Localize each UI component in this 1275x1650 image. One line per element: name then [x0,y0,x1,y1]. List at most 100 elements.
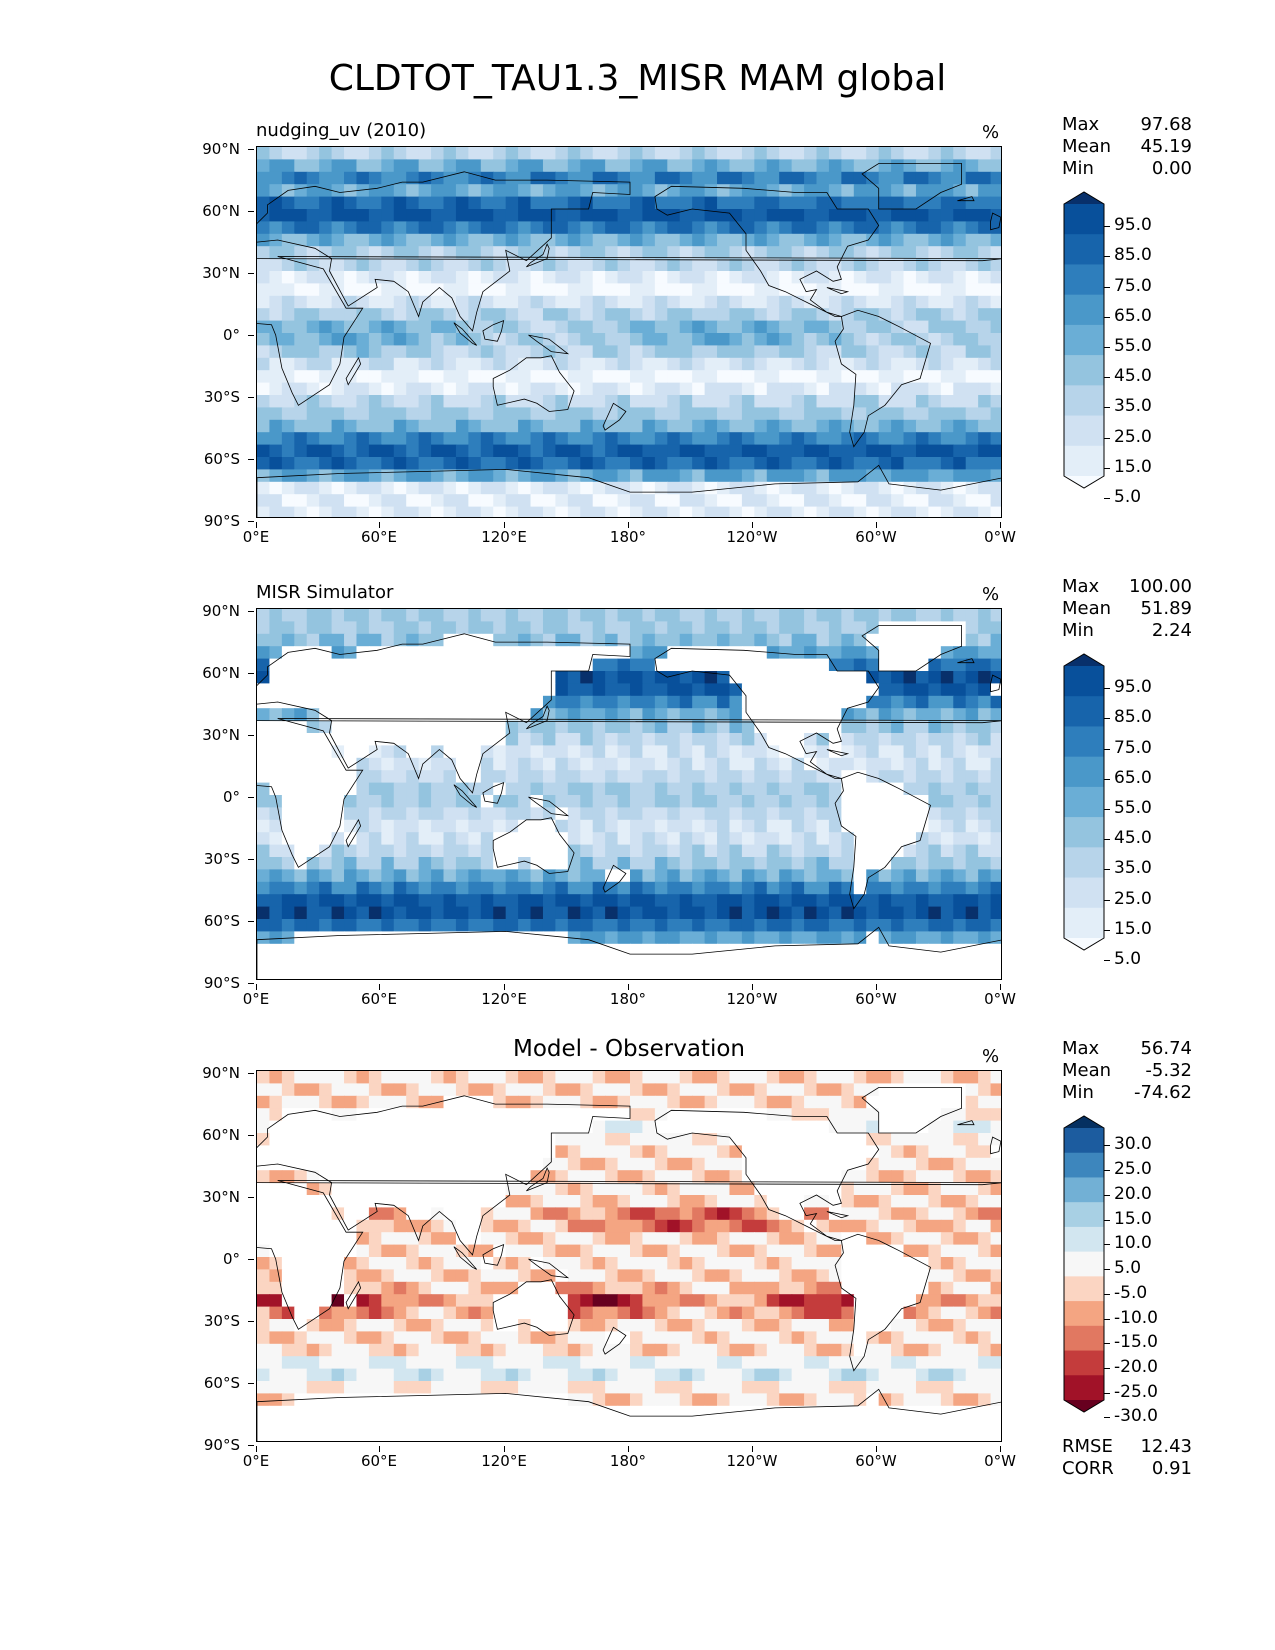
colorbar-tick-label: 20.0 [1104,1183,1152,1204]
colorbar-block: 95.0 85.0 75.0 65.0 55.0 45.0 35.0 25.0 15.0 5.0 [1062,652,1162,969]
x-tick-label: 0°E [216,984,296,1008]
coastline [990,1136,1001,1155]
panel-title: nudging_uv (2010) [256,120,427,141]
coastline [257,171,631,332]
stat-label: Max [1062,576,1100,597]
y-tick-label: 30°S [190,850,254,868]
x-tick-label: 120°W [712,522,792,546]
coastline [861,625,962,672]
panel-difference: Model - Observation% 90°N 60°N 30°N 0° 30°S 60… [0,1036,1275,1514]
map-plot-area [256,608,1002,980]
metric-row: RMSE 12.43 [1062,1436,1192,1458]
coastline [654,185,880,317]
coastline [957,658,975,664]
map-field [257,1071,1001,1441]
map-field [257,609,1001,979]
stat-value: 45.19 [1140,136,1192,157]
colorbar-tick-label: -20.0 [1104,1356,1158,1377]
colorbar [1063,653,1105,951]
stats-block: Max 100.00 Mean 51.89 Min 2.24 [1062,576,1192,642]
colorbar-tick-label: 15.0 [1104,456,1152,477]
y-tick-label: 90°N [190,140,254,158]
coastline [257,1388,1001,1441]
x-tick-label: 0°W [960,1446,1040,1470]
coastline [602,864,627,893]
x-tick-label: 180° [588,1446,668,1470]
metrics-block: RMSE 12.43 CORR 0.91 [1062,1436,1192,1480]
coastline [528,796,570,817]
x-tick-label: 60°E [339,522,419,546]
colorbar-tick-label: 30.0 [1104,1134,1152,1155]
colorbar-tick-label: -5.0 [1103,1282,1148,1303]
map-plot-area [256,1070,1002,1442]
stat-value: 51.89 [1140,598,1192,619]
colorbar-block: 30.0 25.0 20.0 15.0 10.0 5.0 -5.0 -10.0 -15.0 -20… [1062,1114,1162,1426]
y-tick-label: 30°N [190,726,254,744]
colorbar-tick-label: 25.0 [1104,888,1152,909]
stat-label: Mean [1062,136,1112,157]
stat-row: Min 2.24 [1062,620,1192,642]
x-tick-label: 120°W [712,1446,792,1470]
coastline [826,1211,850,1219]
x-tick-label: 0°E [216,522,296,546]
colorbar-tick-label: 85.0 [1104,245,1152,266]
coastline [990,212,1001,231]
stat-row: Mean 51.89 [1062,598,1192,620]
colorbar-tick-label: -10.0 [1104,1307,1158,1328]
units-label: % [982,122,1000,143]
stat-value: 2.24 [1151,620,1192,641]
map-field [257,147,1001,517]
y-tick-label: 60°S [190,1374,254,1392]
stat-label: Min [1062,620,1094,641]
colorbar-tick-label: 45.0 [1104,828,1152,849]
metric-label: RMSE [1062,1436,1113,1457]
colorbar-tick-label: 45.0 [1104,366,1152,387]
y-tick-label: 60°N [190,1126,254,1144]
units-label: % [982,1046,1000,1067]
coastline [345,356,362,386]
coastline [826,287,850,295]
x-tick-label: 0°W [960,522,1040,546]
colorbar-tick-label: 65.0 [1104,767,1152,788]
colorbar-tick-label: 5.0 [1103,1258,1142,1278]
x-tick-label: 60°W [836,1446,916,1470]
y-tick-label: 90°S [190,974,254,992]
colorbar-tick-label: 5.0 [1103,949,1142,970]
x-tick-label: 120°E [464,984,544,1008]
stat-label: Mean [1062,598,1112,619]
coastline [453,1246,478,1270]
colorbar-tick-label: 5.0 [1103,487,1142,508]
colorbar-tick-label: 15.0 [1104,1208,1152,1229]
stat-value: 100.00 [1129,576,1192,597]
colorbar-tick-label: -30.0 [1104,1406,1158,1427]
stat-label: Max [1062,1038,1100,1059]
stat-value: 56.74 [1140,1038,1192,1059]
coastline [957,1120,975,1126]
metric-row: CORR 0.91 [1062,1458,1192,1480]
coastline [492,1279,575,1336]
coastline [861,1087,962,1134]
coastline [861,163,962,210]
coastline [528,1258,570,1279]
colorbar-tick-label: 65.0 [1104,305,1152,326]
y-tick-label: 60°S [190,912,254,930]
stats-block: Max 56.74 Mean -5.32 Min -74.62 [1062,1038,1192,1104]
stat-label: Min [1062,158,1094,179]
stat-value: 97.68 [1140,114,1192,135]
colorbar-tick-label: 35.0 [1104,858,1152,879]
y-tick-label: 60°N [190,202,254,220]
x-tick-label: 120°E [464,522,544,546]
x-tick-label: 180° [588,522,668,546]
coastline [602,402,627,431]
coastline [257,633,631,794]
stat-row: Max 97.68 [1062,114,1192,136]
coastline [482,1243,505,1266]
colorbar-tick-label: 95.0 [1104,677,1152,698]
map-plot-area [256,146,1002,518]
colorbar-tick-label: 55.0 [1104,336,1152,356]
x-tick-label: 60°E [339,1446,419,1470]
colorbar-tick-label: 55.0 [1104,798,1152,818]
coastline [957,196,975,202]
y-tick-label: 30°S [190,1312,254,1330]
coastline [257,718,1001,868]
